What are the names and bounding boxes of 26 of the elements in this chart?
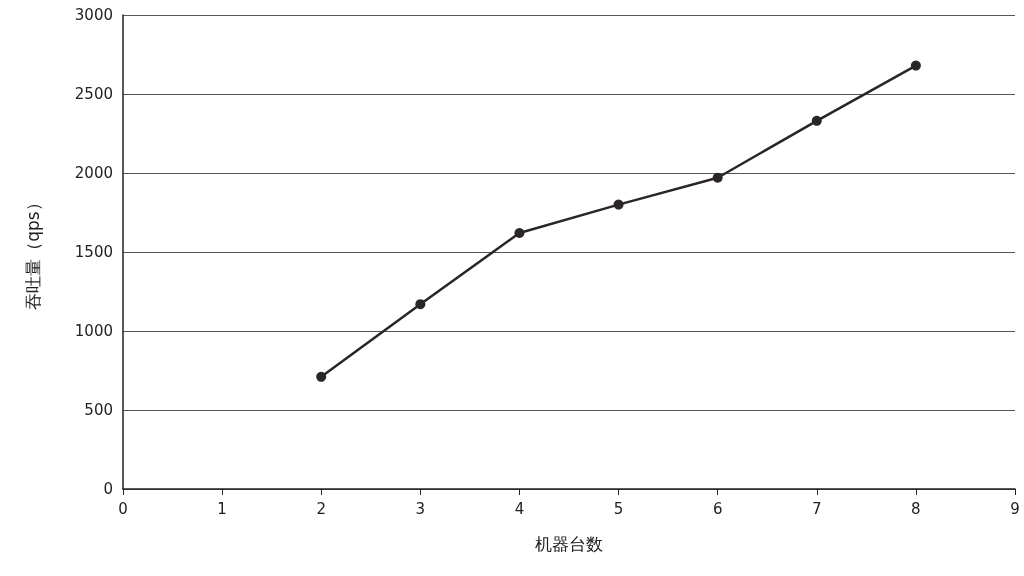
- x-tick-label: 4: [514, 499, 525, 518]
- point: [514, 228, 525, 239]
- y-tick-label: 0: [103, 480, 113, 498]
- point: [712, 172, 723, 183]
- y-tick-label: 2500: [74, 85, 113, 103]
- y-tick-label: 2000: [74, 164, 113, 182]
- x-tick-label: 8: [911, 499, 921, 518]
- x-tick-label: 0: [118, 499, 128, 518]
- point: [613, 199, 624, 210]
- x-tick-label: 9: [1010, 499, 1020, 518]
- y-axis-title: 吞吐量（qps）: [22, 194, 43, 310]
- x-axis-title: 机器台数: [535, 533, 603, 554]
- y-tick-label: 3000: [74, 6, 113, 24]
- y-tick-label: 1000: [74, 322, 113, 340]
- x-tick-label: 7: [812, 499, 822, 518]
- x-tick-label: 2: [316, 499, 326, 518]
- y-tick-label: 500: [84, 401, 113, 419]
- point: [415, 299, 426, 310]
- point: [811, 115, 822, 126]
- y-tick-label: 1500: [74, 243, 113, 261]
- x-tick-label: 5: [613, 499, 624, 518]
- point: [910, 60, 921, 71]
- x-tick-label: 1: [217, 499, 227, 518]
- x-tick-label: 3: [415, 499, 426, 518]
- x-tick-label: 6: [712, 499, 723, 518]
- point: [316, 371, 327, 382]
